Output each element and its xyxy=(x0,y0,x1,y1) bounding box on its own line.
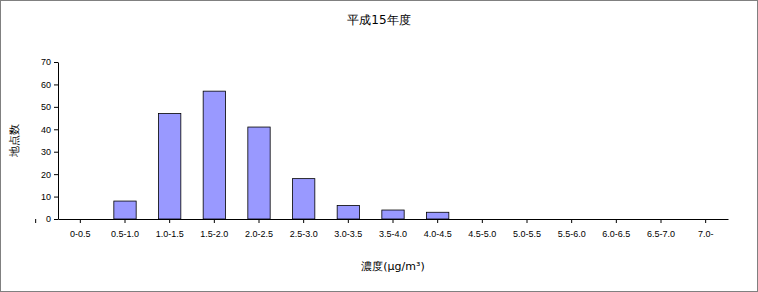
x-tick: 3.0-3.5 xyxy=(334,219,362,239)
x-separators xyxy=(36,219,706,223)
y-tick-mark xyxy=(54,129,58,130)
y-tick-mark xyxy=(54,152,58,153)
x-separator xyxy=(214,219,215,223)
y-tick-mark xyxy=(54,84,58,85)
y-tick: 40 xyxy=(41,125,58,135)
title: 平成15年度 xyxy=(347,13,410,27)
y-tick-label: 10 xyxy=(41,192,51,202)
x-tick: 2.5-3.0 xyxy=(290,219,318,239)
y-tick-label: 20 xyxy=(41,170,51,180)
bar xyxy=(516,219,538,220)
x-separator xyxy=(661,219,662,223)
y-axis: 0 10 20 30 40 50 60 70 xyxy=(41,57,59,224)
y-axis-title: 地点数 xyxy=(8,124,21,158)
x-separator xyxy=(482,219,483,223)
x-tick: 4.5-5.0 xyxy=(468,219,496,239)
chart: 0 10 20 30 40 50 60 70 0-0.5 0.5-1.0 1.0-1.5 1.5-2.… xyxy=(0,0,758,292)
y-tick: 70 xyxy=(41,57,58,67)
bar xyxy=(159,114,181,219)
x-tick-label: 4.5-5.0 xyxy=(468,229,496,239)
x-tick-label: 1.0-1.5 xyxy=(156,229,184,239)
x-separator xyxy=(80,219,81,223)
y-tick: 0 xyxy=(46,214,58,224)
x-tick-label: 6.5-7.0 xyxy=(647,229,675,239)
x-separator xyxy=(393,219,394,223)
x-axis-title: 濃度(μg/m³) xyxy=(361,260,424,273)
y-tick: 30 xyxy=(41,147,58,157)
plot: 0 10 20 30 40 50 60 70 0-0.5 0.5-1.0 1.0-1.5 1.5-2.… xyxy=(36,57,729,239)
x-tick: 0.5-1.0 xyxy=(111,219,139,239)
y-tick: 20 xyxy=(41,170,58,180)
x-separator xyxy=(527,219,528,223)
x-tick-label: 6.0-6.5 xyxy=(602,229,630,239)
x-separator xyxy=(259,219,260,223)
x-tick-label: 3.5-4.0 xyxy=(379,229,407,239)
bar xyxy=(650,219,672,220)
x-tick: 3.5-4.0 xyxy=(379,219,407,239)
y-tick-label: 30 xyxy=(41,147,51,157)
x-tick: 4.0-4.5 xyxy=(424,219,452,239)
x-tick-label: 3.0-3.5 xyxy=(334,229,362,239)
x-separator xyxy=(35,219,36,223)
y-tick-mark xyxy=(54,62,58,63)
x-tick-label: 1.5-2.0 xyxy=(200,229,228,239)
x-tick-label: 4.0-4.5 xyxy=(424,229,452,239)
x-tick: 1.0-1.5 xyxy=(156,219,184,239)
x-tick: 6.5-7.0 xyxy=(647,219,675,239)
x-tick: 6.0-6.5 xyxy=(602,219,630,239)
bar xyxy=(427,212,449,219)
bar xyxy=(695,219,717,220)
bar xyxy=(69,219,91,220)
y-tick-mark xyxy=(54,107,58,108)
x-tick-label: 0.5-1.0 xyxy=(111,229,139,239)
x-tick: 7.0- xyxy=(698,219,714,239)
y-tick-label: 60 xyxy=(41,80,51,90)
y-tick-mark xyxy=(54,174,58,175)
x-tick: 0-0.5 xyxy=(70,219,91,239)
y-tick-mark xyxy=(54,197,58,198)
bar xyxy=(293,179,315,219)
chart-frame xyxy=(1,1,758,292)
x-tick: 5.5-6.0 xyxy=(558,219,586,239)
x-tick-label: 2.5-3.0 xyxy=(290,229,318,239)
y-tick-label: 70 xyxy=(41,57,51,67)
x-tick-label: 5.0-5.5 xyxy=(513,229,541,239)
y-axis-line xyxy=(58,63,59,220)
y-tick: 60 xyxy=(41,80,58,90)
x-separator xyxy=(571,219,572,223)
x-separator xyxy=(303,219,304,223)
bar xyxy=(203,91,225,219)
x-separator xyxy=(348,219,349,223)
x-axis: 0-0.5 0.5-1.0 1.0-1.5 1.5-2.0 2.0-2.5 2.5-3.0… xyxy=(36,219,729,239)
x-tick-label: 5.5-6.0 xyxy=(558,229,586,239)
x-separator xyxy=(125,219,126,223)
x-separator xyxy=(616,219,617,223)
x-tick-label: 0-0.5 xyxy=(70,229,91,239)
y-tick-label: 0 xyxy=(46,214,51,224)
x-tick: 1.5-2.0 xyxy=(200,219,228,239)
bar xyxy=(471,219,493,220)
y-tick-mark xyxy=(54,219,58,220)
bar xyxy=(561,219,583,220)
y-tick: 50 xyxy=(41,102,58,112)
y-tick: 10 xyxy=(41,192,58,202)
bar xyxy=(605,219,627,220)
bar xyxy=(382,210,404,219)
bar xyxy=(114,201,136,219)
bar xyxy=(337,206,359,219)
x-separator xyxy=(437,219,438,223)
bars xyxy=(114,91,449,219)
y-tick-label: 40 xyxy=(41,125,51,135)
x-tick-label: 7.0- xyxy=(698,229,714,239)
x-separator xyxy=(705,219,706,223)
y-tick-label: 50 xyxy=(41,102,51,112)
x-separator xyxy=(169,219,170,223)
x-tick: 5.0-5.5 xyxy=(513,219,541,239)
x-tick-label: 2.0-2.5 xyxy=(245,229,273,239)
x-tick: 2.0-2.5 xyxy=(245,219,273,239)
bar xyxy=(248,127,270,219)
